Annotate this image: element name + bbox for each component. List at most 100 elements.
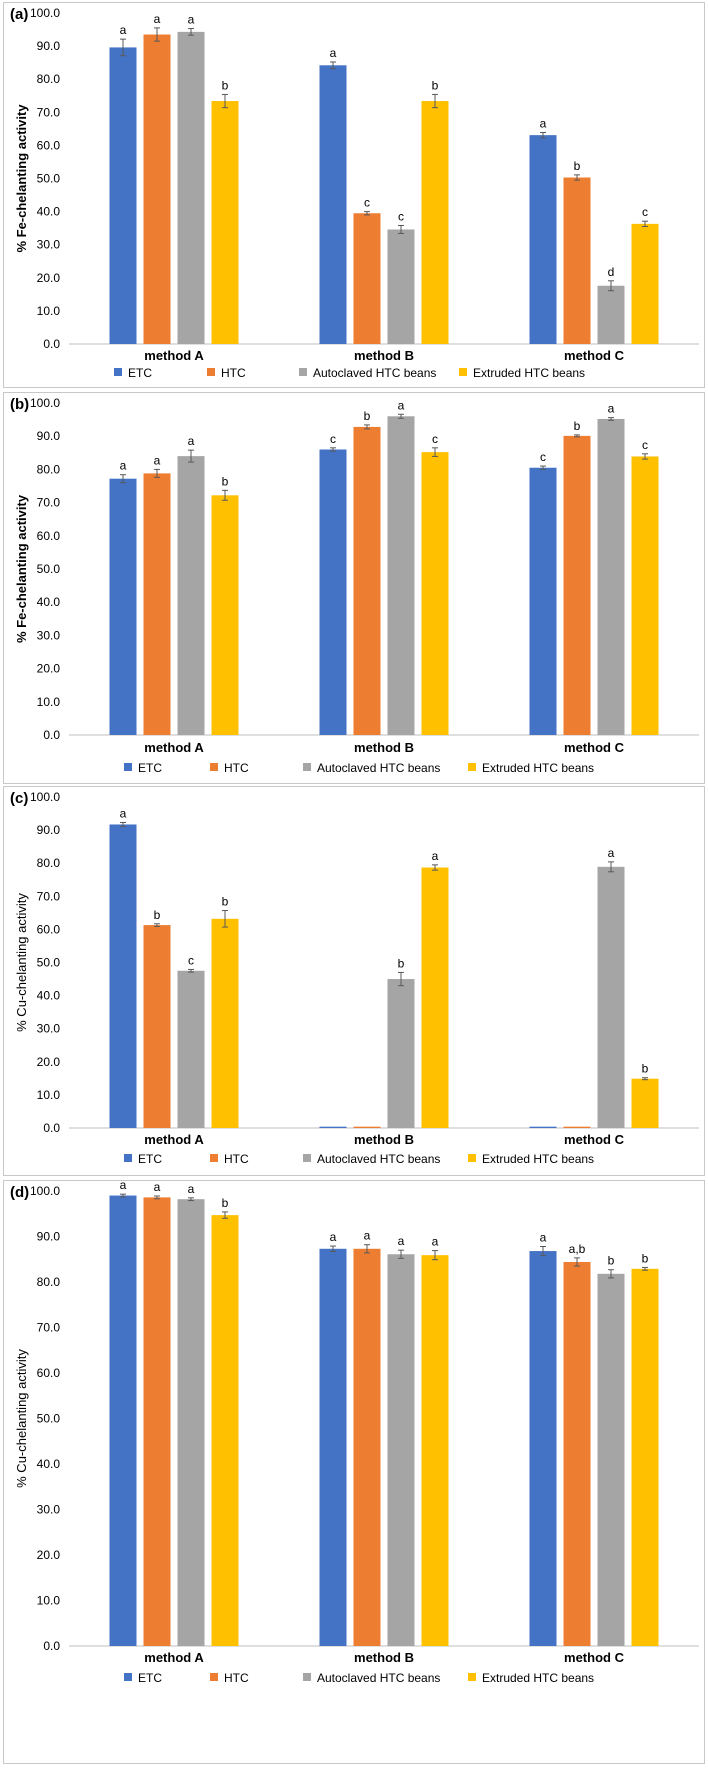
bar-htc <box>143 1197 171 1646</box>
significance-letter: b <box>222 474 229 488</box>
legend-label: Autoclaved HTC beans <box>317 1671 440 1685</box>
bar-etc <box>109 1195 137 1646</box>
legend-swatch <box>303 1154 311 1162</box>
significance-letter: c <box>364 196 370 210</box>
chart-panel-d: (d) 0.0 10.0 20.0 30.0 40.0 50.0 60.0 70.0 80.0 9… <box>3 1180 705 1764</box>
chart-panel-a: (a) 0.0 10.0 20.0 30.0 40.0 50.0 60.0 70.0 80.0 9… <box>3 2 705 388</box>
y-tick-label: 20.0 <box>37 662 61 676</box>
y-tick-label: 10.0 <box>37 304 61 318</box>
bar-chart-c: 0.0 10.0 20.0 30.0 40.0 50.0 60.0 70.0 80.0 90.0 1… <box>14 790 699 1166</box>
significance-letter: a,b <box>569 1242 586 1256</box>
bar-chart-a: 0.0 10.0 20.0 30.0 40.0 50.0 60.0 70.0 80.0 90.0 1… <box>14 6 699 380</box>
bar-chart-d: 0.0 10.0 20.0 30.0 40.0 50.0 60.0 70.0 80.0 90.0 1… <box>14 1181 699 1685</box>
legend-swatch <box>114 368 122 376</box>
panel-label: (a) <box>10 6 29 23</box>
y-tick-label: 40.0 <box>37 205 61 219</box>
significance-letter: b <box>364 409 371 423</box>
legend-swatch <box>124 763 132 771</box>
category-label: method A <box>144 1650 204 1665</box>
legend-label: Extruded HTC beans <box>482 1152 594 1166</box>
significance-letter: a <box>432 1235 439 1249</box>
y-tick-label: 30.0 <box>37 1022 61 1036</box>
y-tick-label: 60.0 <box>37 1366 61 1380</box>
bar-autoclaved-htc-beans <box>177 1199 205 1646</box>
y-tick-label: 30.0 <box>37 628 61 642</box>
legend-label: Extruded HTC beans <box>482 1671 594 1685</box>
y-tick-label: 40.0 <box>37 1457 61 1471</box>
legend-swatch <box>468 1673 476 1681</box>
significance-letter: b <box>222 895 229 909</box>
legend-swatch <box>299 368 307 376</box>
bar-htc <box>563 177 591 344</box>
legend-swatch <box>207 368 215 376</box>
significance-letter: a <box>188 13 195 27</box>
legend-label: Extruded HTC beans <box>473 366 585 380</box>
significance-letter: b <box>154 908 161 922</box>
significance-letter: c <box>642 438 648 452</box>
significance-letter: c <box>432 432 438 446</box>
panel-label: (c) <box>10 790 29 807</box>
category-label: method B <box>354 740 414 755</box>
bar-etc <box>319 1248 347 1646</box>
category-label: method A <box>144 1132 204 1147</box>
legend-swatch <box>210 1673 218 1681</box>
bar-autoclaved-htc-beans <box>387 416 415 735</box>
y-tick-label: 0.0 <box>43 1639 60 1653</box>
legend-swatch <box>210 1154 218 1162</box>
legend-label: Extruded HTC beans <box>482 761 594 775</box>
y-tick-label: 10.0 <box>37 695 61 709</box>
significance-letter: a <box>432 849 439 863</box>
significance-letter: b <box>574 159 581 173</box>
y-tick-label: 90.0 <box>37 1230 61 1244</box>
bar-htc <box>563 435 591 735</box>
chart-panel-b: (b) 0.0 10.0 20.0 30.0 40.0 50.0 60.0 70.0 80.0 9… <box>3 392 705 784</box>
significance-letter: a <box>540 116 547 130</box>
y-tick-label: 70.0 <box>37 889 61 903</box>
legend-swatch <box>210 763 218 771</box>
legend-swatch <box>124 1154 132 1162</box>
bar-htc <box>353 213 381 344</box>
bar-autoclaved-htc-beans <box>177 31 205 344</box>
significance-letter: a <box>120 459 127 473</box>
bar-extruded-htc-beans <box>421 1255 449 1646</box>
bar-etc <box>109 478 137 735</box>
category-label: method C <box>564 348 625 363</box>
category-label: method C <box>564 1650 625 1665</box>
legend-swatch <box>459 368 467 376</box>
legend-swatch <box>303 763 311 771</box>
y-axis-title: % Fe-chelanting activity <box>14 494 29 643</box>
y-tick-label: 40.0 <box>37 989 61 1003</box>
y-tick-label: 60.0 <box>37 138 61 152</box>
y-tick-label: 20.0 <box>37 1548 61 1562</box>
y-tick-label: 50.0 <box>37 956 61 970</box>
legend-swatch <box>124 1673 132 1681</box>
legend-label: ETC <box>138 1152 162 1166</box>
bar-etc <box>529 1251 557 1646</box>
significance-letter: a <box>398 1234 405 1248</box>
category-label: method B <box>354 1650 414 1665</box>
significance-letter: a <box>330 1230 337 1244</box>
bar-extruded-htc-beans <box>211 1215 239 1646</box>
legend-label: HTC <box>221 366 246 380</box>
y-tick-label: 100.0 <box>30 6 60 20</box>
significance-letter: a <box>154 453 161 467</box>
legend-swatch <box>468 763 476 771</box>
significance-letter: a <box>330 46 337 60</box>
panel-label: (d) <box>10 1184 30 1201</box>
bar-htc <box>353 1126 381 1128</box>
bar-extruded-htc-beans <box>631 1268 659 1646</box>
significance-letter: a <box>154 1181 161 1194</box>
y-tick-label: 10.0 <box>37 1088 61 1102</box>
significance-letter: b <box>222 78 229 92</box>
significance-letter: b <box>642 1251 649 1265</box>
legend-label: ETC <box>128 366 152 380</box>
y-tick-label: 80.0 <box>37 1275 61 1289</box>
bar-autoclaved-htc-beans <box>177 970 205 1128</box>
bar-autoclaved-htc-beans <box>597 418 625 735</box>
y-tick-label: 60.0 <box>37 529 61 543</box>
bar-etc <box>319 1126 347 1128</box>
legend-label: ETC <box>138 761 162 775</box>
significance-letter: c <box>330 432 336 446</box>
significance-letter: b <box>574 419 581 433</box>
y-tick-label: 100.0 <box>30 790 60 804</box>
